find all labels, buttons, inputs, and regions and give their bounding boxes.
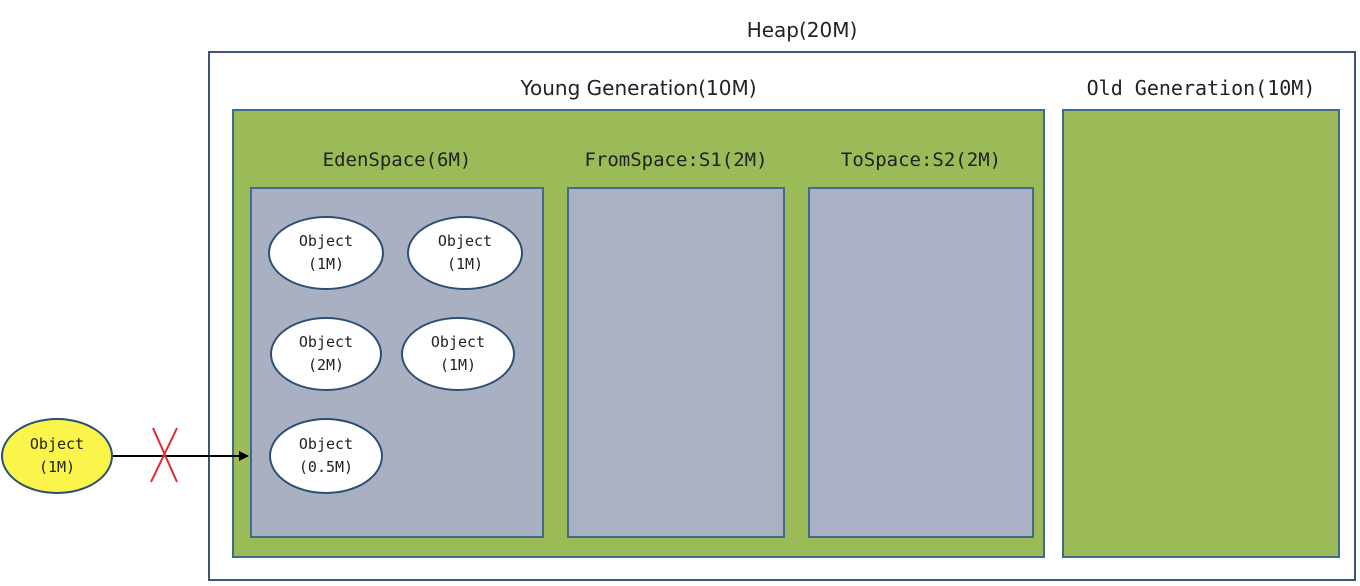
from-space-box — [567, 187, 785, 538]
young-generation-title: Young Generation(10M) — [520, 76, 757, 100]
object-name: Object — [437, 232, 493, 250]
old-generation-title: Old Generation(10M) — [1086, 76, 1316, 100]
eden-object: Object (0.5M) — [269, 418, 383, 494]
object-size: (1M) — [307, 255, 345, 273]
heap-title: Heap(20M) — [746, 18, 858, 42]
blocked-x-icon — [150, 427, 178, 483]
object-size: (1M) — [439, 356, 477, 374]
object-name: Object — [430, 333, 486, 351]
eden-object: Object (2M) — [270, 317, 382, 391]
object-size: (2M) — [307, 356, 345, 374]
object-size: (0.5M) — [298, 458, 354, 476]
eden-space-title: EdenSpace(6M) — [322, 149, 472, 171]
object-name: Object — [298, 435, 354, 453]
old-generation-box — [1062, 109, 1340, 558]
incoming-object: Object (1M) — [1, 418, 113, 494]
object-size: (1M) — [446, 255, 484, 273]
object-name: Object — [29, 435, 85, 453]
to-space-box — [808, 187, 1034, 538]
object-size: (1M) — [38, 458, 76, 476]
object-name: Object — [298, 232, 354, 250]
from-space-title: FromSpace:S1(2M) — [584, 149, 768, 171]
eden-object: Object (1M) — [268, 216, 384, 290]
object-name: Object — [298, 333, 354, 351]
eden-object: Object (1M) — [407, 216, 523, 290]
eden-object: Object (1M) — [401, 317, 515, 391]
to-space-title: ToSpace:S2(2M) — [840, 149, 1002, 171]
